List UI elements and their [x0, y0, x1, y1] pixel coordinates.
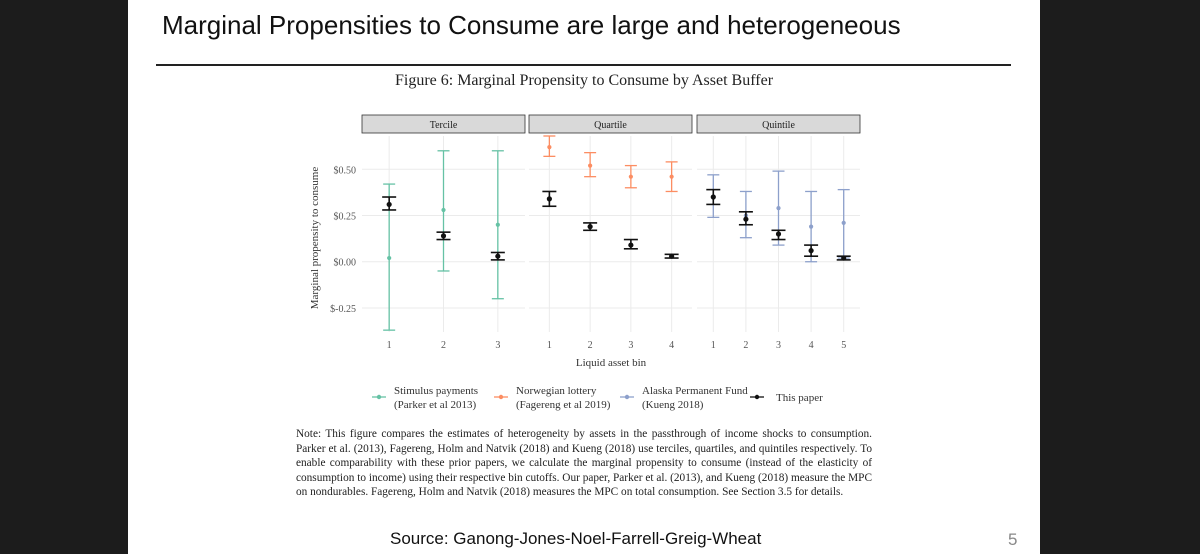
legend-layer: Stimulus payments (Parker et al 2013) Norw… — [372, 385, 823, 411]
data-point — [587, 224, 593, 230]
x-tick-label: 3 — [628, 340, 633, 351]
mpc-chart: Tercile 1 2 3 Quartile 1 2 3 4 Quintile 1 2 3 4 5 $-0.… — [309, 114, 861, 411]
facet-strip-label: Tercile — [430, 120, 458, 131]
data-point — [776, 206, 781, 211]
facet-strip — [361, 114, 526, 134]
facet-quintile: Quintile 1 2 3 4 5 — [696, 114, 861, 351]
data-point — [841, 220, 846, 226]
y-tick-label: $0.00 — [334, 258, 357, 269]
series-comparison — [383, 150, 504, 331]
legend-swatch-point — [754, 394, 760, 400]
y-tick-label: $0.25 — [334, 212, 357, 223]
data-point — [841, 255, 847, 261]
x-tick-label: 1 — [547, 340, 552, 351]
legend-swatch-point — [498, 394, 504, 400]
data-point — [809, 224, 814, 229]
legend-item: Alaska Permanent Fund (Kueng 2018) — [620, 385, 748, 411]
y-axis-title: Marginal propensity to consume — [309, 167, 321, 310]
x-tick-label: 1 — [711, 340, 716, 351]
legend-item: Norwegian lottery (Fagereng et al 2019) — [494, 385, 611, 411]
x-tick-label: 5 — [841, 340, 846, 351]
slide: Marginal Propensities to Consume are lar… — [128, 0, 1040, 554]
data-point — [546, 196, 552, 202]
data-point — [441, 207, 446, 213]
legend-label-line1: Alaska Permanent Fund — [642, 385, 748, 397]
x-tick-label: 3 — [495, 340, 500, 351]
data-point — [495, 222, 500, 227]
slide-title: Marginal Propensities to Consume are lar… — [162, 10, 901, 40]
legend-label-line2: (Fagereng et al 2019) — [516, 399, 611, 411]
x-tick-label: 2 — [441, 340, 446, 351]
data-point — [669, 253, 675, 259]
data-point — [808, 248, 814, 254]
data-point — [387, 255, 392, 261]
legend-label-line1: Norwegian lottery — [516, 385, 597, 397]
data-point — [710, 194, 716, 200]
x-tick-label: 1 — [387, 340, 392, 351]
data-point — [440, 233, 447, 239]
page-number: 5 — [1008, 530, 1018, 549]
legend-label-line1: Stimulus payments — [394, 385, 478, 397]
x-tick-label: 2 — [588, 340, 593, 351]
left-backdrop — [0, 0, 128, 554]
x-tick-label: 3 — [776, 340, 781, 351]
legend-item: This paper — [750, 392, 823, 404]
facet-quartile: Quartile 1 2 3 4 — [528, 114, 693, 351]
axes-layer: $-0.25 $0.00 $0.25 $0.50 Marginal propensity… — [309, 165, 647, 369]
data-point — [588, 163, 593, 168]
title-rule — [156, 64, 1011, 66]
facet-tercile: Tercile 1 2 3 — [361, 114, 526, 351]
data-point — [743, 216, 749, 222]
legend-swatch-point — [376, 394, 382, 400]
x-axis-title: Liquid asset bin — [576, 357, 647, 369]
facets-layer: Tercile 1 2 3 Quartile 1 2 3 4 Quintile 1 2 3 4 5 — [361, 114, 861, 351]
right-backdrop — [1040, 0, 1200, 554]
legend-label-line2: (Kueng 2018) — [642, 399, 704, 411]
facet-strip-label: Quartile — [594, 120, 627, 131]
y-tick-label: $-0.25 — [330, 304, 356, 315]
legend-label: This paper — [776, 392, 823, 404]
legend-swatch-point — [624, 394, 630, 400]
series-comparison — [543, 135, 678, 193]
facet-strip — [696, 114, 861, 134]
x-tick-label: 4 — [809, 340, 814, 351]
data-point — [495, 253, 501, 259]
data-point — [669, 174, 674, 179]
data-point — [775, 231, 782, 237]
y-tick-label: $0.50 — [334, 165, 357, 176]
source-line: Source: Ganong-Jones-Noel-Farrell-Greig-… — [390, 529, 762, 548]
legend-item: Stimulus payments (Parker et al 2013) — [372, 385, 478, 411]
x-tick-label: 4 — [669, 340, 674, 351]
facet-strip-label: Quintile — [762, 120, 795, 131]
series-this-paper — [382, 196, 505, 261]
data-point — [628, 174, 633, 179]
series-this-paper — [542, 190, 679, 259]
data-point — [628, 242, 634, 248]
series-this-paper — [706, 188, 851, 261]
facet-strip — [528, 114, 693, 134]
figure-caption: Figure 6: Marginal Propensity to Consume… — [394, 72, 774, 89]
x-tick-label: 2 — [743, 340, 748, 351]
data-point — [547, 144, 552, 150]
data-point — [386, 201, 392, 208]
figure-note: Note: This figure compares the estimates… — [296, 428, 872, 499]
legend-label-line2: (Parker et al 2013) — [394, 399, 476, 411]
